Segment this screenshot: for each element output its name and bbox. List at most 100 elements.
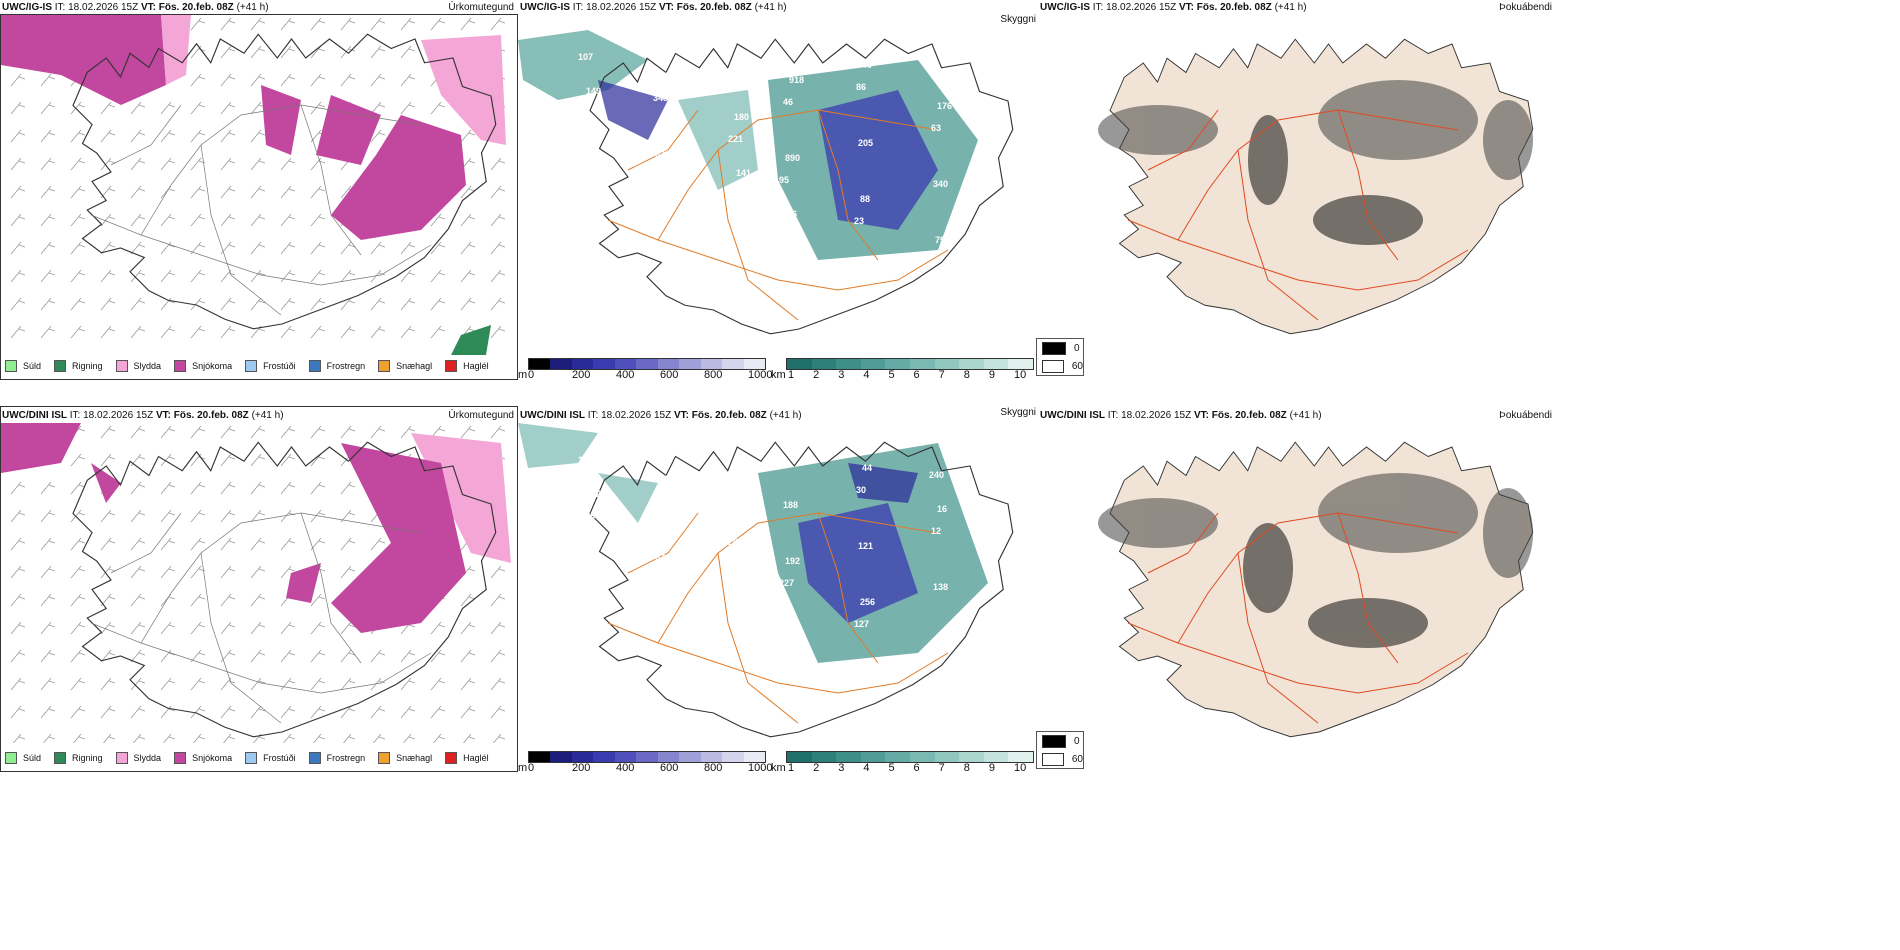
road	[627, 109, 699, 171]
wind-barb	[250, 213, 266, 227]
wind-barb	[280, 537, 296, 551]
cloudbase-label: 96	[588, 142, 598, 152]
wind-barb	[10, 509, 26, 523]
panel-header: UWC/DINI ISL IT: 18.02.2026 15Z VT: Fös.…	[1040, 410, 1322, 421]
wind-barb	[310, 453, 326, 467]
wind-barb	[70, 241, 86, 255]
road	[627, 512, 699, 574]
legend-item: Haglél	[445, 752, 489, 764]
wind-barb	[280, 157, 296, 171]
cloudbase-label: 16	[787, 209, 797, 219]
wind-barb	[220, 481, 236, 495]
colorbar-cell	[885, 752, 910, 762]
panel-header: UWC/IG-IS IT: 18.02.2026 15Z VT: Fös. 20…	[2, 2, 269, 13]
map-frame	[0, 14, 518, 380]
wind-barb	[280, 509, 296, 523]
wind-barb	[460, 241, 476, 255]
colorbar-tick: 4	[863, 369, 870, 381]
visibility-region	[678, 90, 758, 190]
cloudbase-label: 46	[783, 97, 793, 107]
wind-barb	[132, 733, 146, 743]
cloudbase-label: 107	[582, 567, 597, 577]
roads	[607, 512, 949, 724]
wind-barb	[100, 325, 116, 339]
snow-region	[331, 115, 466, 240]
wind-barb	[70, 649, 86, 663]
road	[1337, 109, 1399, 261]
wind-barb	[460, 129, 476, 143]
colorbar-tick: 5	[888, 762, 895, 774]
fog-key-bottom: 0 60	[1036, 731, 1084, 769]
wind-barb	[40, 213, 56, 227]
wind-barb	[70, 269, 86, 283]
wind-barb	[40, 269, 56, 283]
fog-map-top	[1098, 38, 1534, 335]
cloudbase-label: 138	[933, 582, 948, 592]
roads	[607, 109, 949, 321]
colorbar-tick: 400	[616, 762, 635, 774]
legend-item: Súld	[5, 360, 41, 372]
wind-barb	[250, 649, 266, 663]
colorbar-unit: m	[518, 762, 528, 774]
colorbar-cell	[614, 359, 637, 369]
wind-barb	[100, 297, 116, 311]
legend-swatch	[115, 752, 128, 764]
wind-barb	[280, 297, 296, 311]
cloudbase-label: 179	[657, 608, 672, 618]
wind-barb	[400, 705, 416, 719]
wind-barb	[220, 213, 236, 227]
wind-barb	[10, 297, 26, 311]
wind-barb	[130, 185, 146, 199]
wind-barb	[162, 733, 176, 743]
road	[300, 104, 362, 256]
legend-item: Snæhagl	[378, 752, 432, 764]
colorbar-unit: m	[518, 369, 528, 381]
fog-panel-top: UWC/IG-IS IT: 18.02.2026 15Z VT: Fös. 20…	[1038, 0, 1558, 380]
wind-barb	[190, 297, 206, 311]
wind-barb	[280, 45, 296, 59]
colorbar-tick: 7	[938, 762, 945, 774]
legend-label: Frostregn	[326, 361, 366, 371]
legend-label: Rigning	[72, 753, 103, 763]
road	[1177, 109, 1459, 241]
wind-barb	[370, 537, 386, 551]
wind-barb	[160, 621, 176, 635]
colorbar-cell	[743, 359, 765, 369]
colorbar-cell	[787, 359, 812, 369]
wind-barb	[460, 705, 476, 719]
cloudbase-label: 110	[659, 474, 674, 484]
cloudbase-label: 40	[862, 60, 872, 70]
cloud-panel-bottom: UWC/DINI ISL IT: 18.02.2026 15Z VT: Fös.…	[518, 393, 1038, 774]
wind-barb	[40, 537, 56, 551]
cloudbase-label: 262	[584, 623, 599, 633]
snow-region	[261, 85, 301, 155]
colorbar-cell	[593, 359, 615, 369]
wind-barb	[160, 101, 176, 115]
cloudbase-label: 54	[929, 67, 939, 77]
wind-barb	[220, 593, 236, 607]
wind-barb	[312, 733, 326, 743]
wind-barb	[10, 705, 26, 719]
wind-barb	[10, 565, 26, 579]
legend-item: Haglél	[445, 360, 489, 372]
wind-barb	[340, 677, 356, 691]
cloudbase-label: 268	[580, 511, 595, 521]
legend-swatch	[54, 752, 67, 764]
panel-header: UWC/IG-IS IT: 18.02.2026 15Z VT: Fös. 20…	[520, 2, 787, 13]
colorbar-unit: km	[771, 762, 786, 774]
road	[1237, 552, 1319, 724]
colorbar-cell	[722, 752, 744, 762]
road	[1147, 512, 1219, 574]
wind-barb	[100, 565, 116, 579]
road	[817, 512, 879, 664]
wind-barb	[250, 677, 266, 691]
legend-item: Frostregn	[308, 752, 365, 764]
legend-label: Snæhagl	[396, 361, 433, 371]
fog-key-label: 0	[1074, 342, 1080, 354]
legend-label: Slydda	[133, 753, 162, 763]
wind-barb	[130, 101, 146, 115]
visibility-colorbar	[786, 751, 1034, 763]
panel-title: Skyggni	[1000, 407, 1036, 418]
wind-barb	[370, 241, 386, 255]
colorbar-cell	[983, 752, 1009, 762]
